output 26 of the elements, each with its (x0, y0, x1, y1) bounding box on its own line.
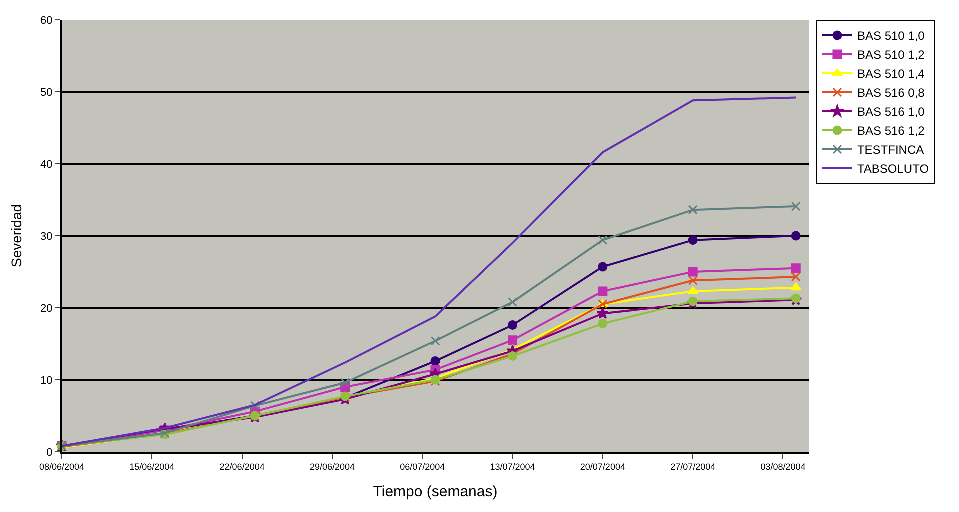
y-tick-label: 30 (40, 230, 53, 243)
legend-label: BAS 516 1,2 (857, 124, 926, 138)
y-tick-label: 0 (46, 446, 53, 459)
x-tick-label: 29/06/2004 (310, 462, 355, 472)
legend-label: BAS 510 1,0 (857, 29, 926, 44)
legend-label: BAS 516 1,0 (857, 105, 926, 120)
y-tick-label: 60 (40, 14, 53, 27)
x-tick-label: 27/07/2004 (670, 462, 716, 472)
x-tick-label: 20/07/2004 (580, 462, 626, 472)
x-axis-title: Tiempo (semanas) (373, 483, 498, 500)
legend-label: BAS 510 1,2 (857, 48, 926, 62)
y-tick-label: 10 (40, 374, 53, 387)
y-axis-title: Severidad (8, 204, 25, 268)
y-tick-label: 50 (40, 86, 53, 99)
x-tick-label: 03/08/2004 (760, 462, 806, 472)
legend-label: BAS 510 1,4 (857, 67, 926, 82)
y-tick-label: 40 (40, 158, 53, 171)
x-tick-label: 15/06/2004 (130, 462, 175, 472)
legend-label: BAS 516 0,8 (857, 86, 926, 100)
x-tick-label: 13/07/2004 (490, 462, 536, 472)
x-tick-label: 22/06/2004 (220, 462, 265, 472)
x-tick-label: 06/07/2004 (400, 462, 446, 472)
x-tick-label: 08/06/2004 (39, 462, 85, 472)
legend-label: TESTFINCA (857, 143, 924, 158)
legend-label: TABSOLUTO (857, 162, 930, 176)
y-tick-label: 20 (40, 302, 53, 315)
